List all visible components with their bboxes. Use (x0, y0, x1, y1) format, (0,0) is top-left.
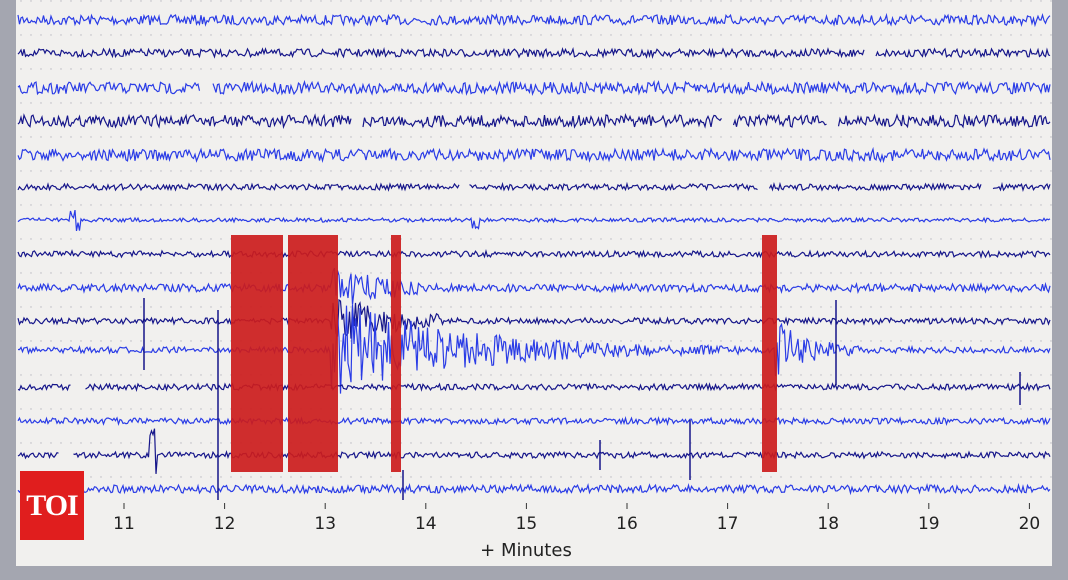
tick-label: 17 (717, 514, 739, 534)
trace (17, 298, 1051, 339)
trace (17, 79, 1051, 96)
tick-label: 18 (817, 514, 839, 534)
traces (17, 12, 1051, 500)
logo: TOI (20, 471, 84, 540)
tick-label: 12 (214, 514, 236, 534)
trace (17, 181, 1051, 193)
x-axis-label: + Minutes (480, 540, 572, 561)
trace (17, 112, 1051, 130)
trace (17, 12, 1051, 28)
tick-label: 16 (616, 514, 638, 534)
trace (17, 146, 1051, 164)
trace (17, 482, 1051, 496)
tick-label: 11 (113, 514, 135, 534)
tick-label: 20 (1019, 514, 1041, 534)
trace (17, 267, 1051, 305)
trace (17, 46, 1051, 60)
event-marker (762, 235, 777, 472)
trace (17, 248, 1051, 260)
x-axis: 11 12 13 14 15 16 17 18 19 20 (113, 503, 1040, 534)
trace (17, 304, 1051, 394)
event-marker (288, 235, 338, 472)
trace (17, 209, 1051, 232)
event-marker (231, 235, 283, 472)
event-marker (391, 235, 401, 472)
tick-label: 19 (918, 514, 940, 534)
grid-dots (16, 0, 1052, 505)
trace (17, 416, 1051, 427)
tick-label: 15 (516, 514, 538, 534)
tick-label: 13 (314, 514, 336, 534)
tick-label: 14 (415, 514, 437, 534)
